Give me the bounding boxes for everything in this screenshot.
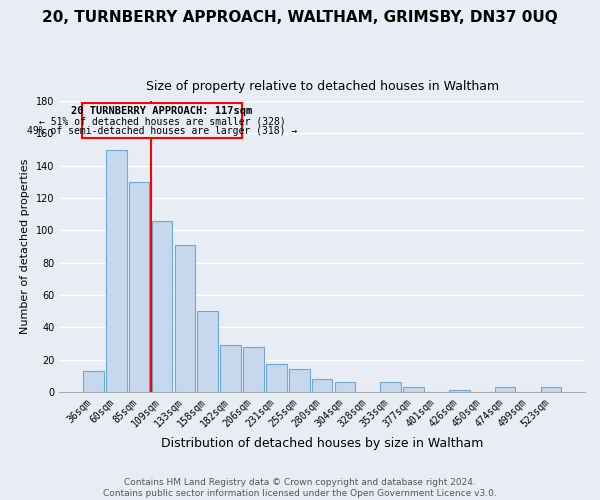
Text: ← 51% of detached houses are smaller (328): ← 51% of detached houses are smaller (32… bbox=[38, 116, 286, 126]
Text: 20, TURNBERRY APPROACH, WALTHAM, GRIMSBY, DN37 0UQ: 20, TURNBERRY APPROACH, WALTHAM, GRIMSBY… bbox=[42, 10, 558, 25]
Bar bbox=[106, 150, 127, 392]
Text: 20 TURNBERRY APPROACH: 117sqm: 20 TURNBERRY APPROACH: 117sqm bbox=[71, 106, 253, 116]
Bar bbox=[289, 369, 310, 392]
Bar bbox=[243, 346, 264, 392]
FancyBboxPatch shape bbox=[82, 102, 242, 139]
Bar bbox=[129, 182, 149, 392]
Text: 49% of semi-detached houses are larger (318) →: 49% of semi-detached houses are larger (… bbox=[27, 126, 297, 136]
X-axis label: Distribution of detached houses by size in Waltham: Distribution of detached houses by size … bbox=[161, 437, 483, 450]
Bar bbox=[449, 390, 470, 392]
Bar bbox=[335, 382, 355, 392]
Bar bbox=[152, 220, 172, 392]
Bar bbox=[495, 387, 515, 392]
Bar bbox=[266, 364, 287, 392]
Bar bbox=[541, 387, 561, 392]
Bar bbox=[220, 345, 241, 392]
Y-axis label: Number of detached properties: Number of detached properties bbox=[20, 159, 30, 334]
Bar bbox=[380, 382, 401, 392]
Bar bbox=[175, 245, 195, 392]
Bar bbox=[197, 311, 218, 392]
Bar bbox=[312, 379, 332, 392]
Text: Contains HM Land Registry data © Crown copyright and database right 2024.
Contai: Contains HM Land Registry data © Crown c… bbox=[103, 478, 497, 498]
Bar bbox=[403, 387, 424, 392]
Title: Size of property relative to detached houses in Waltham: Size of property relative to detached ho… bbox=[146, 80, 499, 93]
Bar bbox=[83, 371, 104, 392]
